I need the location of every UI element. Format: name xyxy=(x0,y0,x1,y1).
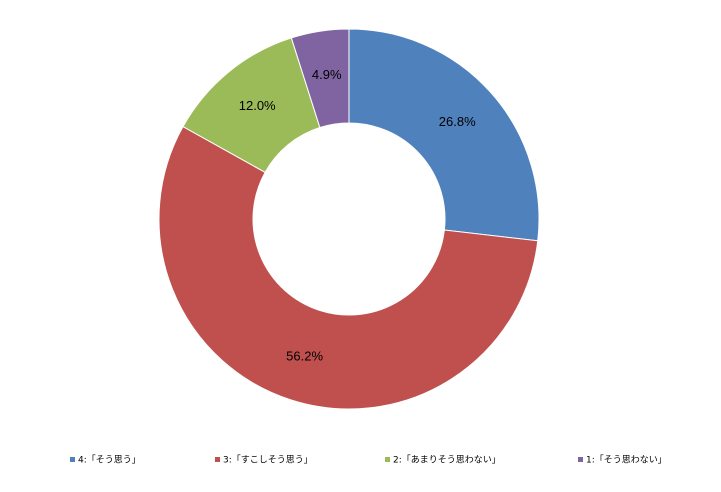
legend-swatch xyxy=(215,457,220,462)
legend-swatch xyxy=(385,457,390,462)
donut-segment xyxy=(348,28,540,242)
data-label: 26.8% xyxy=(439,114,476,129)
donut-segment xyxy=(290,28,350,129)
legend-label: 4:「そう思う」 xyxy=(78,455,141,466)
donut-segment xyxy=(158,125,539,410)
legend-swatch xyxy=(70,457,75,462)
data-label: 56.2% xyxy=(286,348,323,363)
legend-label: 1:「そう思わない」 xyxy=(586,455,667,466)
data-label: 4.9% xyxy=(312,67,342,82)
legend-label: 2:「あまりそう思わない」 xyxy=(393,455,501,466)
legend-label: 3:「すこしそう思う」 xyxy=(223,455,313,466)
data-label: 12.0% xyxy=(239,98,276,113)
legend-swatch xyxy=(578,457,583,462)
